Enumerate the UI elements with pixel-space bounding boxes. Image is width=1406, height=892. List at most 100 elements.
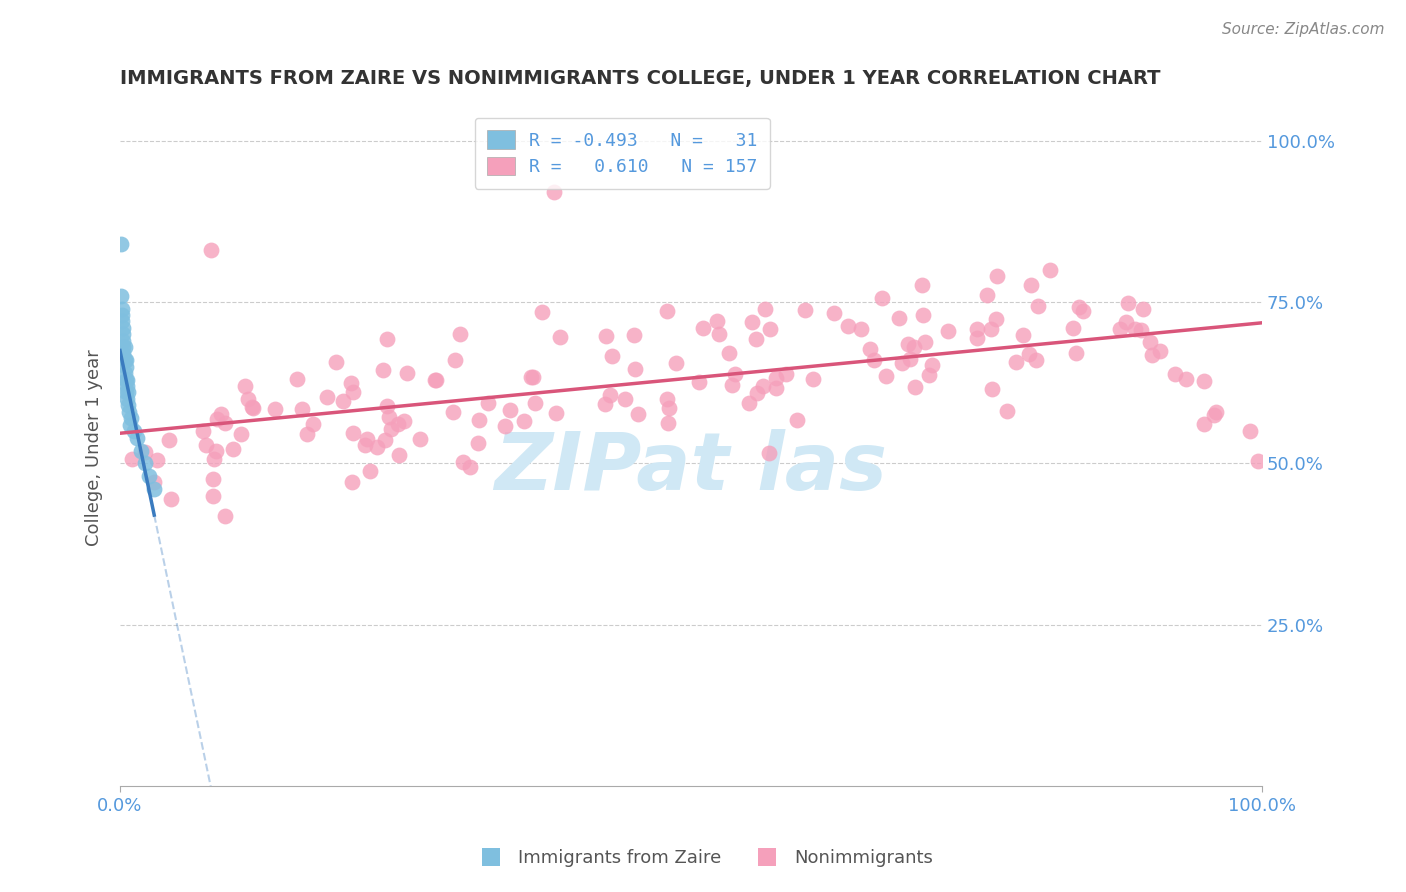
Point bbox=[599, 388, 621, 402]
Point bbox=[202, 451, 225, 466]
Point bbox=[1115, 315, 1137, 329]
Point bbox=[1005, 354, 1028, 368]
Point bbox=[623, 362, 645, 376]
Point bbox=[862, 352, 884, 367]
Point bbox=[295, 426, 318, 441]
Point bbox=[380, 422, 402, 436]
Point bbox=[110, 288, 132, 302]
Point bbox=[658, 401, 681, 415]
Point bbox=[205, 412, 228, 426]
Point bbox=[112, 340, 135, 354]
Point bbox=[111, 301, 134, 316]
Point bbox=[117, 385, 139, 400]
Point bbox=[655, 304, 678, 318]
Point bbox=[794, 302, 817, 317]
Point bbox=[546, 406, 568, 420]
Point bbox=[302, 417, 325, 431]
Point bbox=[897, 336, 920, 351]
Point bbox=[449, 327, 471, 342]
Point bbox=[1247, 454, 1270, 468]
Point bbox=[1192, 374, 1215, 388]
Point bbox=[371, 363, 394, 377]
Point bbox=[1239, 425, 1261, 439]
Point bbox=[984, 312, 1007, 326]
Point bbox=[115, 392, 138, 406]
Point bbox=[1123, 322, 1146, 336]
Point bbox=[240, 400, 263, 414]
Point bbox=[129, 443, 152, 458]
Point bbox=[451, 455, 474, 469]
Point bbox=[111, 308, 134, 322]
Point bbox=[595, 329, 617, 343]
Legend: Immigrants from Zaire, Nonimmigrants: Immigrants from Zaire, Nonimmigrants bbox=[465, 842, 941, 874]
Point bbox=[242, 401, 264, 415]
Point bbox=[202, 472, 225, 486]
Point bbox=[214, 508, 236, 523]
Point bbox=[692, 321, 714, 335]
Point bbox=[114, 353, 136, 368]
Point bbox=[115, 379, 138, 393]
Point bbox=[1069, 300, 1091, 314]
Point bbox=[110, 237, 132, 252]
Point bbox=[117, 398, 139, 412]
Point bbox=[1066, 345, 1088, 359]
Point bbox=[374, 433, 396, 447]
Point bbox=[980, 321, 1002, 335]
Point bbox=[903, 340, 925, 354]
Point bbox=[458, 459, 481, 474]
Point bbox=[1025, 352, 1047, 367]
Point bbox=[752, 378, 775, 392]
Point bbox=[718, 346, 741, 360]
Point bbox=[191, 424, 214, 438]
Legend: R = -0.493   N =   31, R =   0.610   N = 157: R = -0.493 N = 31, R = 0.610 N = 157 bbox=[475, 118, 770, 189]
Point bbox=[120, 411, 142, 425]
Point bbox=[1108, 322, 1130, 336]
Point bbox=[339, 376, 361, 390]
Point bbox=[394, 414, 416, 428]
Point bbox=[205, 443, 228, 458]
Point bbox=[396, 366, 419, 380]
Point bbox=[1039, 262, 1062, 277]
Point bbox=[627, 407, 650, 421]
Point bbox=[112, 334, 135, 348]
Point bbox=[494, 418, 516, 433]
Point bbox=[522, 370, 544, 384]
Point bbox=[423, 373, 446, 387]
Point bbox=[112, 347, 135, 361]
Point bbox=[721, 377, 744, 392]
Point bbox=[342, 426, 364, 441]
Point bbox=[366, 440, 388, 454]
Point bbox=[263, 402, 285, 417]
Point bbox=[441, 405, 464, 419]
Point bbox=[1205, 404, 1227, 418]
Point bbox=[623, 328, 645, 343]
Point bbox=[513, 414, 536, 428]
Point bbox=[889, 310, 911, 325]
Text: Source: ZipAtlas.com: Source: ZipAtlas.com bbox=[1222, 22, 1385, 37]
Point bbox=[741, 315, 763, 329]
Point bbox=[1204, 408, 1226, 422]
Point bbox=[387, 417, 409, 432]
Point bbox=[1018, 347, 1040, 361]
Point bbox=[477, 395, 499, 409]
Point bbox=[859, 343, 882, 357]
Point bbox=[1139, 334, 1161, 349]
Point bbox=[665, 355, 688, 369]
Point bbox=[849, 322, 872, 336]
Point bbox=[657, 417, 679, 431]
Point bbox=[114, 340, 136, 354]
Point bbox=[1149, 344, 1171, 359]
Point bbox=[707, 326, 730, 341]
Point bbox=[595, 397, 617, 411]
Point bbox=[1130, 323, 1153, 337]
Point bbox=[229, 427, 252, 442]
Point bbox=[745, 386, 768, 401]
Point bbox=[531, 305, 554, 319]
Point bbox=[425, 373, 447, 387]
Point bbox=[114, 359, 136, 374]
Point bbox=[409, 432, 432, 446]
Point bbox=[444, 352, 467, 367]
Point bbox=[976, 287, 998, 301]
Point bbox=[600, 349, 623, 363]
Point bbox=[1026, 299, 1049, 313]
